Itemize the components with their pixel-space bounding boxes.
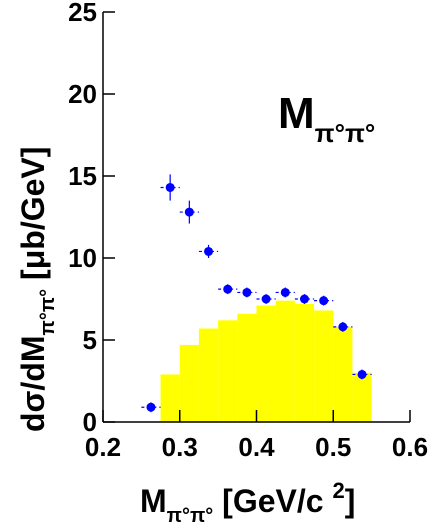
x-title-main: M (140, 483, 167, 519)
y-title-main: dσ/dM (15, 335, 51, 432)
plot-area: 0 5 10 15 20 25 0.2 0.3 0.4 0.5 0.6 (68, 0, 428, 462)
histogram-bar (352, 372, 372, 422)
histogram-bar (314, 310, 334, 422)
data-point (261, 294, 271, 304)
x-title-end: ] (345, 483, 356, 519)
y-axis-title: dσ/dMπ°π° [μb/GeV] (15, 147, 59, 432)
data-point (357, 369, 367, 379)
histogram-bar (333, 326, 353, 422)
annotation-main: M (278, 89, 315, 138)
y-title-sub: π°π° (37, 289, 59, 336)
data-point (338, 322, 348, 332)
annotation: Mπ°π° (278, 89, 375, 148)
histogram-bar (275, 300, 295, 422)
data-point (184, 207, 194, 217)
x-title-rest: [GeV/c (213, 483, 332, 519)
x-tick-label: 0.4 (238, 432, 275, 462)
x-tick-label: 0.2 (85, 432, 121, 462)
y-tick-label: 10 (68, 243, 97, 273)
x-tick-label: 0.3 (162, 432, 198, 462)
data-point (242, 287, 252, 297)
annotation-sub: π°π° (315, 118, 376, 148)
x-tick-label: 0.5 (315, 432, 351, 462)
y-tick-label: 5 (83, 325, 97, 355)
x-tick-label: 0.6 (392, 432, 428, 462)
histogram-bar (294, 303, 315, 422)
x-title-sub: π°π° (167, 505, 214, 527)
data-point (165, 182, 175, 192)
histogram-bar (237, 313, 257, 422)
data-point (299, 294, 309, 304)
x-title-sup: 2 (332, 478, 344, 503)
histogram-bar (256, 305, 276, 422)
histogram-bar (179, 344, 199, 422)
y-title-rest: [μb/GeV] (15, 147, 51, 289)
data-point (223, 284, 233, 294)
data-point (319, 296, 329, 306)
y-tick-label: 25 (68, 0, 97, 27)
y-tick-label: 0 (83, 407, 97, 437)
data-point (280, 287, 290, 297)
x-axis-title: Mπ°π° [GeV/c 2] (140, 478, 355, 527)
y-tick-label: 15 (68, 161, 97, 191)
data-point (146, 402, 156, 412)
data-point (204, 246, 214, 256)
y-tick-label: 20 (68, 79, 97, 109)
histogram-bar (218, 320, 238, 422)
histogram-bar (160, 374, 180, 422)
histogram-bar (198, 328, 219, 422)
